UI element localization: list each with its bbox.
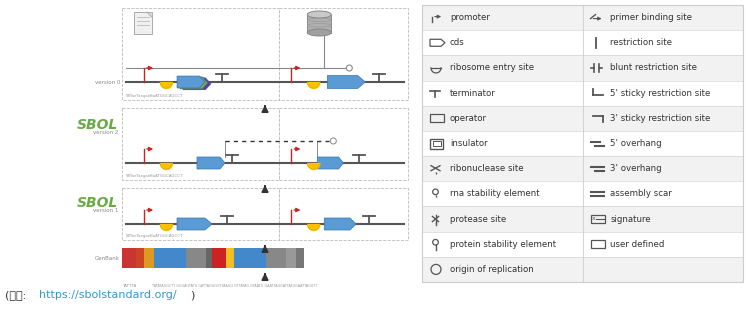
Polygon shape (177, 76, 205, 88)
Polygon shape (317, 157, 343, 169)
Text: signature: signature (610, 214, 651, 224)
Bar (226, 248, 234, 268)
Bar (296, 248, 304, 268)
Bar (212, 248, 226, 268)
Text: version 0: version 0 (95, 79, 120, 85)
Text: (출처:: (출처: (5, 290, 30, 300)
Bar (422, 232, 743, 257)
Bar (422, 257, 743, 282)
Bar (422, 181, 743, 206)
Bar (422, 131, 743, 156)
Text: https://sbolstandard.org/: https://sbolstandard.org/ (39, 290, 177, 300)
Bar (422, 55, 743, 80)
Bar (422, 80, 743, 106)
Text: origin of replication: origin of replication (450, 265, 533, 274)
Text: version 2: version 2 (93, 130, 118, 135)
Text: restriction site: restriction site (610, 38, 672, 47)
Bar (186, 248, 206, 268)
Bar (279, 108, 408, 180)
Text: rna stability element: rna stability element (450, 189, 539, 198)
Bar (430, 114, 444, 122)
Polygon shape (183, 78, 211, 90)
Bar (206, 248, 212, 268)
Bar (154, 248, 186, 268)
Text: SBOL: SBOL (77, 196, 118, 210)
Bar (430, 139, 443, 149)
Text: SRTaeTaegaeBaATGGCAGCCT: SRTaeTaegaeBaATGGCAGCCT (126, 174, 184, 178)
Text: ribonuclease site: ribonuclease site (450, 164, 524, 173)
Bar (591, 240, 604, 248)
Ellipse shape (307, 11, 331, 18)
Bar (422, 5, 743, 30)
Text: GenBank: GenBank (95, 255, 120, 261)
Polygon shape (197, 157, 225, 169)
Polygon shape (180, 77, 208, 89)
Text: protease site: protease site (450, 214, 507, 224)
Bar (422, 30, 743, 55)
Text: assembly scar: assembly scar (610, 189, 672, 198)
Bar (122, 188, 279, 240)
Text: 3' overhang: 3' overhang (610, 164, 662, 173)
Text: operator: operator (450, 114, 487, 123)
Text: ribosome entry site: ribosome entry site (450, 63, 534, 72)
Bar (144, 248, 154, 268)
Polygon shape (177, 218, 212, 230)
Text: version 1: version 1 (93, 208, 118, 213)
Bar (266, 248, 286, 268)
Text: SRTaeTaegaeBaATGGCAGCCT: SRTaeTaegaeBaATGGCAGCCT (126, 234, 184, 238)
Bar (122, 248, 136, 268)
Bar (422, 206, 743, 232)
Bar (136, 248, 144, 268)
Text: x: x (592, 215, 596, 221)
Circle shape (330, 138, 336, 144)
Text: promoter: promoter (450, 13, 490, 22)
Text: insulator: insulator (450, 139, 488, 148)
Text: 5' sticky restriction site: 5' sticky restriction site (610, 89, 711, 98)
Bar (422, 106, 743, 131)
Text: user defined: user defined (610, 240, 665, 249)
Text: SBOL: SBOL (77, 118, 118, 132)
Text: cds: cds (450, 38, 465, 47)
Polygon shape (147, 12, 152, 17)
Ellipse shape (307, 29, 331, 36)
Bar (591, 215, 604, 223)
Text: primer binding site: primer binding site (610, 13, 692, 22)
Text: terminator: terminator (450, 89, 496, 98)
Bar (422, 5, 743, 282)
Text: ): ) (190, 290, 195, 300)
Bar (134, 12, 152, 34)
Text: TATTTA: TATTTA (122, 284, 137, 288)
Bar (234, 248, 266, 268)
Text: SRTaeTaegaeBaATGGCAGCCT: SRTaeTaegaeBaATGGCAGCCT (126, 94, 184, 98)
Text: protein stability element: protein stability element (450, 240, 556, 249)
Bar (279, 8, 408, 100)
Bar (422, 156, 743, 181)
Text: 5' overhang: 5' overhang (610, 139, 662, 148)
Text: 3' sticky restriction site: 3' sticky restriction site (610, 114, 711, 123)
Bar (122, 108, 279, 180)
Bar (433, 141, 440, 146)
Circle shape (346, 65, 352, 71)
Text: blunt restriction site: blunt restriction site (610, 63, 698, 72)
Bar (286, 248, 296, 268)
Bar (307, 15, 331, 33)
Bar (279, 188, 408, 240)
Text: TATATAGGCTT GGGAGTATG GATTAGGGGTTAAGG GTTATAG GTAATG GAATTAGGATTATGGAATTAGGTT: TATATAGGCTT GGGAGTATG GATTAGGGGTTAAGG GT… (152, 284, 317, 288)
Polygon shape (325, 218, 357, 230)
Polygon shape (327, 76, 366, 89)
Bar (122, 8, 279, 100)
